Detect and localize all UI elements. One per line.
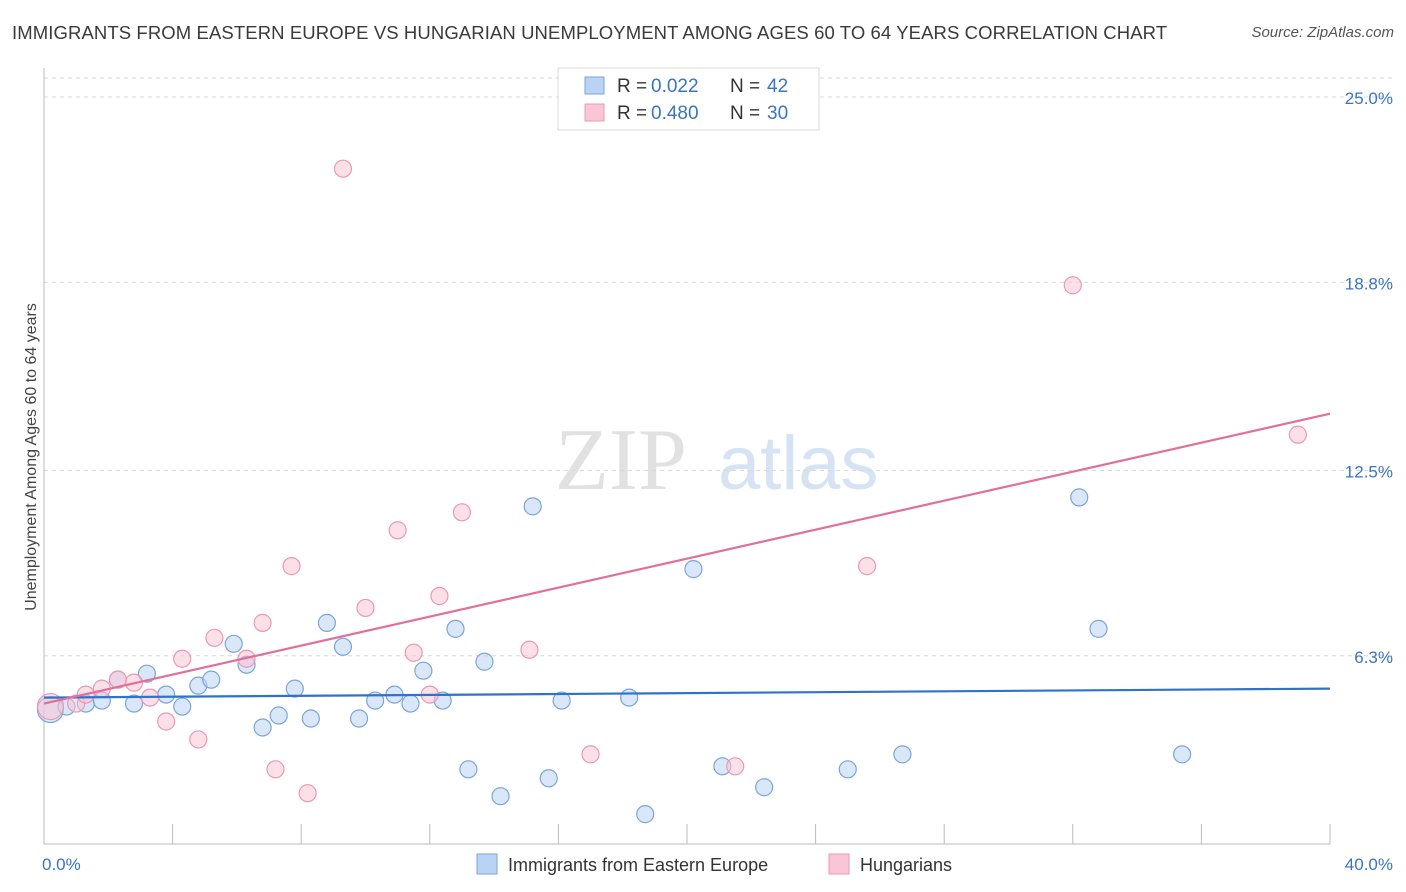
pink-data-point bbox=[253, 613, 272, 632]
blue-data-point bbox=[333, 637, 353, 656]
blue-data-point bbox=[285, 679, 304, 698]
pink-data-point bbox=[1288, 425, 1307, 444]
blue-data-point bbox=[446, 619, 465, 638]
pink-data-point bbox=[333, 159, 353, 178]
blue-data-point bbox=[349, 709, 369, 728]
pink-data-point bbox=[404, 643, 423, 662]
blue-data-point bbox=[620, 688, 639, 707]
pink-data-point bbox=[282, 557, 301, 576]
y-axis-title: Unemployment Among Ages 60 to 64 years bbox=[23, 303, 40, 611]
blue-data-point bbox=[755, 778, 774, 797]
blue-data-point bbox=[317, 613, 337, 632]
pink-data-point bbox=[266, 760, 285, 779]
blue-data-point bbox=[523, 497, 542, 516]
correlation-legend: R = 0.022 N = 42 R = 0.480 N = 30 bbox=[557, 67, 820, 131]
legend-r-value-pink: 0.480 bbox=[651, 103, 699, 124]
pink-trend-line bbox=[43, 412, 1331, 705]
watermark-zip: ZIP bbox=[555, 412, 687, 509]
pink-data-point bbox=[1063, 276, 1082, 295]
blue-data-point bbox=[893, 745, 912, 764]
legend-r-label-pink: R = bbox=[617, 103, 652, 124]
pink-data-point bbox=[189, 730, 208, 749]
pink-data-point bbox=[430, 586, 449, 606]
blue-trend-line bbox=[43, 687, 1331, 699]
legend-n-value-pink: 30 bbox=[767, 103, 788, 124]
pink-data-point bbox=[726, 757, 745, 776]
blue-data-point bbox=[224, 634, 243, 653]
legend-r-label-blue: R = bbox=[617, 76, 652, 97]
bottom-legend-swatch-pink bbox=[828, 853, 850, 875]
blue-data-point bbox=[552, 691, 571, 710]
x-tick-label: 40.0% bbox=[1345, 855, 1393, 874]
y-tick-label: 6.3% bbox=[1354, 648, 1393, 667]
series-legend: Immigrants from Eastern Europe Hungarian… bbox=[476, 853, 952, 875]
blue-data-point bbox=[1089, 619, 1108, 638]
blue-data-point bbox=[684, 560, 703, 579]
y-tick-label: 12.5% bbox=[1345, 463, 1393, 482]
blue-data-point bbox=[491, 787, 510, 806]
x-tick-label: 0.0% bbox=[42, 855, 81, 874]
pink-data-point bbox=[356, 598, 375, 618]
y-tick-label: 18.8% bbox=[1345, 274, 1393, 293]
blue-data-point bbox=[173, 697, 192, 716]
blue-data-point bbox=[1173, 745, 1192, 764]
bottom-legend-label-blue: Immigrants from Eastern Europe bbox=[508, 855, 768, 875]
legend-swatch-pink bbox=[584, 103, 605, 122]
source-credit: Source: ZipAtlas.com bbox=[1251, 24, 1394, 41]
pink-data-point bbox=[857, 557, 877, 576]
pink-data-point bbox=[520, 640, 539, 659]
pink-data-point bbox=[452, 503, 472, 522]
pink-data-point bbox=[157, 712, 176, 731]
legend-swatch-blue bbox=[584, 76, 605, 95]
blue-data-point bbox=[1070, 488, 1089, 507]
blue-data-point bbox=[401, 694, 420, 713]
y-tick-label: 25.0% bbox=[1345, 89, 1393, 108]
blue-data-point bbox=[459, 760, 478, 779]
bottom-legend-swatch-blue bbox=[476, 853, 498, 875]
blue-data-point bbox=[475, 652, 494, 671]
watermark-atlas: atlas bbox=[718, 421, 879, 506]
blue-data-point bbox=[124, 694, 144, 713]
blue-data-point bbox=[636, 805, 655, 824]
legend-r-value-blue: 0.022 bbox=[651, 76, 699, 97]
pink-data-point bbox=[388, 521, 407, 540]
blue-data-point bbox=[269, 706, 288, 725]
blue-data-point bbox=[414, 661, 433, 680]
pink-data-point bbox=[581, 745, 600, 764]
chart-title: IMMIGRANTS FROM EASTERN EUROPE VS HUNGAR… bbox=[12, 22, 1168, 43]
pink-data-point bbox=[173, 649, 192, 668]
blue-data-point bbox=[253, 718, 272, 737]
pink-data-point bbox=[298, 784, 317, 803]
blue-data-point bbox=[157, 685, 176, 704]
blue-data-point bbox=[202, 670, 221, 689]
blue-data-point bbox=[838, 760, 857, 779]
blue-data-point bbox=[539, 769, 558, 788]
pink-data-point bbox=[205, 628, 224, 647]
legend-n-label-blue: N = bbox=[730, 76, 765, 97]
legend-n-label-pink: N = bbox=[730, 103, 765, 124]
bottom-legend-label-pink: Hungarians bbox=[860, 855, 952, 875]
blue-data-point bbox=[137, 664, 156, 683]
legend-n-value-blue: 42 bbox=[767, 76, 788, 97]
blue-data-point bbox=[301, 709, 320, 728]
